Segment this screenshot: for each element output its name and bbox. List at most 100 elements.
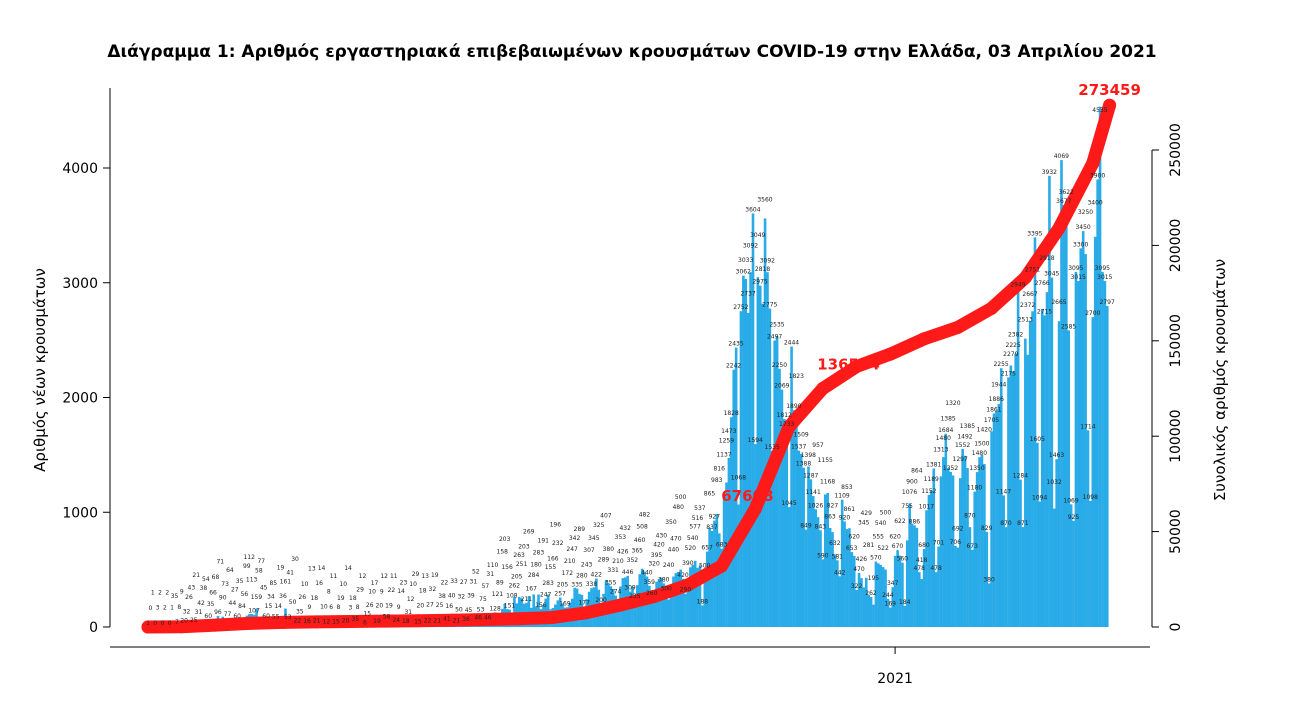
bar-label-day-198: 432: [619, 525, 631, 532]
bar-label-day-302: 570: [870, 555, 882, 562]
bar-label-day-25: 60: [204, 613, 212, 620]
bar-label-day-312: 622: [894, 518, 906, 525]
bar-day-260: [773, 340, 777, 627]
bar-label-day-378: 2665: [1051, 299, 1066, 306]
bar-label-day-118: 32: [429, 586, 437, 593]
y-right-tick-label-0: 0: [1168, 623, 1184, 632]
bar-label-day-244: 2435: [728, 341, 743, 348]
bar-label-day-2: 1: [151, 589, 155, 596]
bar-label-day-5: 2: [158, 589, 162, 596]
bar-label-day-188: 200: [595, 597, 607, 604]
bar-label-day-313: 560: [897, 556, 909, 563]
bar-day-302: [874, 561, 878, 627]
bar-label-day-246: 2752: [733, 304, 748, 311]
bar-day-273: [804, 529, 808, 627]
bar-label-day-264: 1812: [777, 412, 792, 419]
bar-label-day-162: 283: [533, 550, 545, 557]
bar-day-246: [739, 311, 743, 627]
bar-label-day-71: 16: [315, 580, 323, 587]
bar-label-day-373: 2918: [1039, 255, 1054, 262]
cumulative-line: [141, 98, 1117, 634]
bar-label-day-374: 3932: [1042, 169, 1057, 176]
bar-label-day-172: 205: [557, 581, 569, 588]
bar-label-day-80: 19: [337, 595, 345, 602]
bar-day-231: [703, 569, 707, 627]
bar-day-318: [913, 525, 916, 627]
bar-day-209: [650, 597, 654, 627]
cumulative-point: [208, 618, 222, 632]
bar-label-day-260: 2497: [767, 333, 782, 340]
bar-label-day-60: 50: [289, 599, 297, 606]
bar-label-day-386: 3015: [1071, 274, 1086, 281]
bar-label-day-261: 2535: [769, 322, 784, 329]
bar-day-305: [881, 567, 885, 627]
y-right-tick-label-200000: 200000: [1168, 219, 1184, 272]
bar-day-360: [1014, 353, 1018, 627]
bar-label-day-232: 657: [701, 545, 713, 552]
bar-day-225: [689, 567, 692, 627]
bar-label-day-10: 1: [170, 605, 174, 612]
bar-day-312: [898, 555, 902, 627]
cumulative-point: [951, 320, 965, 334]
bar-label-day-15: 20: [180, 618, 188, 625]
bar-label-day-281: 1155: [818, 457, 833, 464]
bar-label-day-307: 244: [882, 592, 894, 599]
bar-label-day-115: 13: [421, 573, 429, 580]
bar-label-day-106: 23: [400, 579, 408, 586]
bar-label-day-249: 2737: [740, 291, 755, 298]
bar-day-160: [532, 594, 536, 627]
bar-label-day-32: 73: [221, 581, 229, 588]
bar-day-309: [891, 587, 895, 627]
bar-label-day-347: 1420: [977, 427, 992, 434]
bar-label-day-178: 335: [571, 582, 583, 589]
cumulative-point: [1018, 271, 1032, 285]
bar-label-day-283: 863: [824, 513, 836, 520]
bar-label-day-146: 89: [496, 579, 504, 586]
y-tick-label-0: 0: [89, 620, 98, 636]
bar-label-day-107: 18: [402, 618, 410, 625]
cumulative-point: [478, 613, 492, 627]
bar-day-267: [790, 346, 793, 627]
bar-label-day-314: 184: [899, 599, 911, 606]
bar-day-308: [889, 607, 892, 627]
bar-label-day-54: 14: [274, 603, 282, 610]
bar-label-day-299: 281: [863, 542, 875, 549]
bar-day-251: [751, 213, 755, 628]
bar-day-283: [828, 527, 832, 627]
bar-label-day-110: 10: [409, 581, 417, 588]
bar-day-162: [537, 594, 540, 627]
bar-label-day-358: 2279: [1003, 351, 1018, 358]
bar-label-day-248: 3033: [738, 257, 753, 264]
bar-label-day-231: 500: [699, 563, 711, 570]
bar-label-day-287: 442: [834, 569, 846, 576]
bar-label-day-239: 1137: [716, 452, 731, 459]
bar-label-day-98: 12: [380, 573, 388, 580]
bar-label-day-390: 1714: [1080, 423, 1095, 430]
bar-day-218: [672, 576, 675, 627]
bar-label-day-273: 849: [800, 523, 812, 530]
bar-label-day-176: 247: [566, 546, 578, 553]
bar-label-day-213: 430: [656, 533, 668, 540]
bar-label-day-97: 9: [380, 589, 384, 596]
bar-label-day-24: 54: [202, 576, 210, 583]
cumulative-point: [546, 610, 560, 624]
bar-day-264: [783, 419, 786, 627]
bar-day-255: [761, 303, 764, 627]
bar-day-352: [995, 410, 998, 627]
bar-day-250: [749, 272, 752, 627]
bar-day-382: [1067, 330, 1071, 627]
bar-label-day-41: 99: [243, 563, 251, 570]
bar-day-317: [910, 523, 914, 627]
bar-day-248: [744, 278, 748, 627]
bar-day-256: [763, 218, 767, 628]
bar-label-day-318: 886: [909, 518, 921, 525]
bar-label-day-95: 19: [373, 618, 381, 625]
bar-label-day-202: 235: [629, 593, 641, 600]
bar-day-351: [992, 413, 996, 627]
bar-label-day-311: 670: [892, 543, 904, 550]
bar-label-day-334: 1320: [945, 400, 960, 407]
bar-label-day-126: 40: [448, 593, 456, 600]
bar-label-day-0: 1: [146, 620, 150, 627]
bar-day-373: [1045, 292, 1049, 627]
bar-label-day-56: 36: [279, 593, 287, 600]
